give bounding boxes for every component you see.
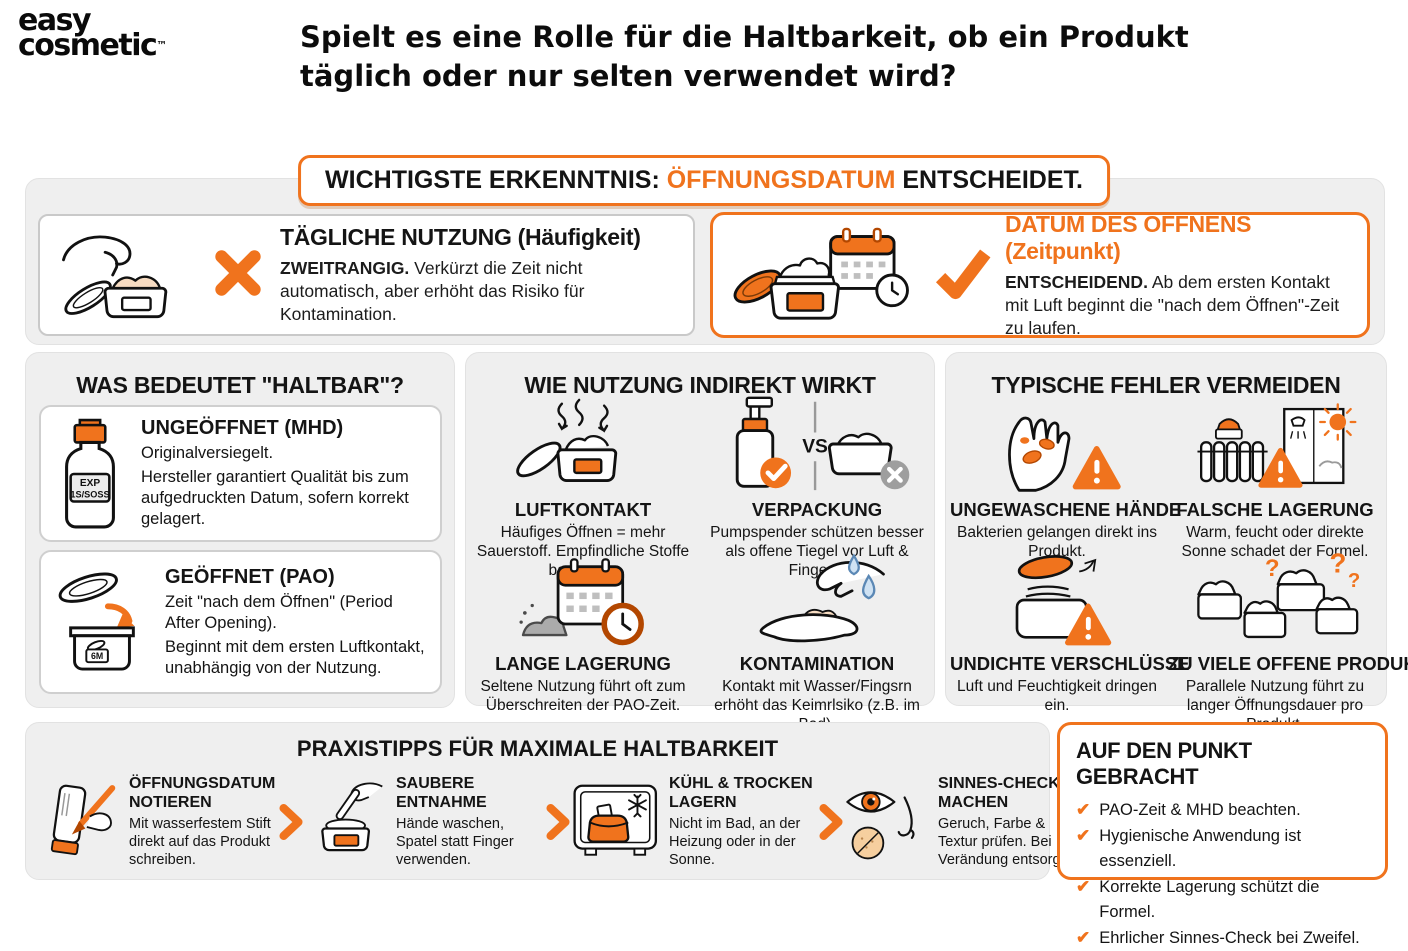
column-haltbar-heading: WAS BEDEUTET "HALTBAR"?	[76, 372, 404, 398]
spatula-jar-icon	[303, 773, 389, 869]
card-ungeoeffnet-line1: Originalversiegelt.	[141, 444, 274, 462]
check-icon	[933, 246, 991, 305]
eye-nose-senses-icon	[843, 773, 931, 869]
chevron-right-icon	[546, 803, 570, 846]
step-sinnes-check: SINNES-CHECK MACHEN Geruch, Farbe & Text…	[843, 773, 1088, 869]
check-icon: ✔	[1076, 800, 1091, 819]
brand-logo-line1: easy	[18, 3, 92, 38]
opened-jar-pao-icon: 6M	[53, 565, 151, 679]
page-title-line1: Spielt es eine Rolle für die Haltbarkeit…	[300, 20, 1189, 54]
card-ungeoeffnet: EXP 1S/SOSS UNGEÖFFNET (MHD) Originalver…	[39, 405, 442, 542]
step-oeffnungsdatum-notieren: ÖFFNUNGSDATUM NOTIEREN Mit wasserfestem …	[36, 773, 279, 869]
item-verpackung: VS VERPACKUNG Pumpspender schützen besse…	[703, 396, 931, 580]
brand-logo: easy cosmetic™	[18, 3, 168, 61]
cross-icon	[210, 245, 266, 306]
bottle-exp-label-line2: 1S/SOSS	[70, 489, 109, 499]
summary-card: AUF DEN PUNKT GEBRACHT ✔ PAO-Zeit & MHD b…	[1057, 722, 1388, 947]
calendar-clock-dust-icon	[469, 551, 697, 648]
column-mistakes-heading: TYPISCHE FEHLER VERMEIDEN	[991, 372, 1341, 398]
air-contact-jar-icon	[469, 397, 697, 494]
banner-suffix: ENTSCHEIDET.	[895, 166, 1083, 194]
card-geoeffnet-line2: Beginnt mit dem ersten Luftkontakt, unab…	[165, 637, 425, 677]
svg-text:?: ?	[1348, 570, 1360, 592]
svg-text:?: ?	[1265, 555, 1280, 582]
item-ungewaschene-haende: UNGEWASCHENE HÄNDE Bakterien gelangen di…	[950, 397, 1181, 561]
card-opening-body: ENTSCHEIDEND. Ab dem ersten Kontakt mit …	[1005, 271, 1340, 338]
trademark-symbol: ™	[156, 39, 168, 52]
svg-text:?: ?	[1329, 552, 1346, 578]
card-ungeoeffnet-line2: Hersteller garantiert Qualität bis zum a…	[141, 468, 409, 528]
tube-pen-writing-icon	[36, 773, 122, 869]
banner-prefix: WICHTIGSTE ERKENNTNIS:	[325, 166, 667, 194]
summary-point: ✔ Hygienische Anwendung ist essenziell.	[1076, 823, 1369, 874]
banner-highlight: ÖFFNUNGSDATUM	[666, 166, 896, 194]
loose-lid-jar-warning-icon	[950, 551, 1164, 648]
chevron-right-icon	[819, 803, 843, 846]
sealed-bottle-icon: EXP 1S/SOSS	[53, 417, 127, 531]
radiator-shower-sun-warning-icon	[1168, 397, 1382, 494]
cool-storage-safe-icon	[570, 780, 662, 862]
item-luftkontakt: LUFTKONTAKT Häufiges Öffnen = mehr Sauer…	[469, 397, 697, 580]
vs-label: VS	[802, 437, 828, 458]
summary-point: ✔ PAO-Zeit & MHD beachten.	[1076, 797, 1369, 823]
item-falsche-lagerung: FALSCHE LAGERUNG Warm, feucht oder direk…	[1168, 397, 1382, 561]
step-saubere-entnahme: SAUBERE ENTNAHME Hände waschen, Spatel s…	[303, 773, 546, 869]
card-daily-usage: TÄGLICHE NUTZUNG (Häufigkeit) ZWEITRANGI…	[38, 214, 695, 336]
item-lange-lagerung: LANGE LAGERUNG Seltene Nutzung führt oft…	[469, 551, 697, 715]
check-icon: ✔	[1076, 826, 1091, 845]
card-opening-title: DATUM DES ÖFFNENS (Zeitpunkt)	[1005, 210, 1252, 264]
card-geoeffnet: 6M GEÖFFNET (PAO) Zeit "nach dem Öffnen"…	[39, 550, 442, 694]
hand-dipping-jar-icon	[54, 226, 196, 324]
column-haltbar: WAS BEDEUTET "HALTBAR"? EXP 1S/SOSS UNGE…	[25, 352, 455, 708]
summary-heading: AUF DEN PUNKT GEBRACHT	[1076, 738, 1252, 789]
hands-water-drops-icon	[703, 551, 931, 648]
tips-panel: PRAXISTIPPS FÜR MAXIMALE HALTBARKEIT ÖFF…	[25, 722, 1081, 880]
card-ungeoeffnet-title: UNGEÖFFNET (MHD)	[141, 417, 344, 439]
summary-point: ✔ Ehrlicher Sinnes-Check bei Zweifel.	[1076, 925, 1369, 951]
jar-pao-label: 6M	[91, 651, 103, 661]
pump-vs-jar-icon: VS	[703, 396, 931, 494]
card-geoeffnet-line1: Zeit "nach dem Öffnen" (Period After Ope…	[165, 592, 393, 632]
page-title-line2: täglich oder nur selten verwendet wird?	[300, 59, 957, 93]
jar-calendar-clock-icon	[727, 224, 919, 326]
check-icon: ✔	[1076, 928, 1091, 947]
tips-steps: ÖFFNUNGSDATUM NOTIEREN Mit wasserfestem …	[36, 773, 1081, 869]
page-title: Spielt es eine Rolle für die Haltbarkeit…	[300, 18, 1189, 96]
bottle-exp-label-line1: EXP	[80, 478, 101, 489]
brand-logo-line2: cosmetic	[18, 28, 158, 63]
summary-list: ✔ PAO-Zeit & MHD beachten. ✔ Hygienische A…	[1076, 797, 1369, 951]
card-geoeffnet-title: GEÖFFNET (PAO)	[165, 565, 335, 588]
step-kuehl-trocken-lagern: KÜHL & TROCKEN LAGERN Nicht im Bad, an d…	[570, 774, 819, 869]
card-daily-title: TÄGLICHE NUTZUNG (Häufigkeit)	[280, 224, 641, 250]
key-insight-banner: WICHTIGSTE ERKENNTNIS: ÖFFNUNGSDATUM ENT…	[298, 155, 1110, 206]
item-undichte-verschluesse: UNDICHTE VERSCHLÜSSE Luft und Feuchtigke…	[950, 551, 1190, 715]
card-daily-body: ZWEITRANGIG. Verkürzt die Zeit nicht aut…	[280, 258, 585, 324]
many-open-jars-icon: ? ? ?	[1168, 551, 1382, 648]
column-usage: WIE NUTZUNG INDIREKT WIRKT LUFTKONTAKT H…	[465, 352, 935, 733]
card-opening-date: DATUM DES ÖFFNENS (Zeitpunkt) ENTSCHEIDE…	[710, 210, 1370, 338]
chevron-right-icon	[279, 803, 303, 846]
column-usage-heading: WIE NUTZUNG INDIREKT WIRKT	[524, 372, 876, 398]
check-icon: ✔	[1076, 877, 1091, 896]
tips-heading: PRAXISTIPPS FÜR MAXIMALE HALTBARKEIT	[296, 736, 779, 761]
column-mistakes: TYPISCHE FEHLER VERMEIDEN UNGEWASCHENE H…	[945, 352, 1408, 733]
item-kontamination: KONTAMINATION Kontakt mit Wasser/Fingsrn…	[703, 551, 931, 734]
dirty-hand-warning-icon	[950, 397, 1164, 494]
item-zu-viele-produkte: ? ? ? ZU VIELE OFFENE PRODUKTE Parallele…	[1168, 551, 1408, 734]
